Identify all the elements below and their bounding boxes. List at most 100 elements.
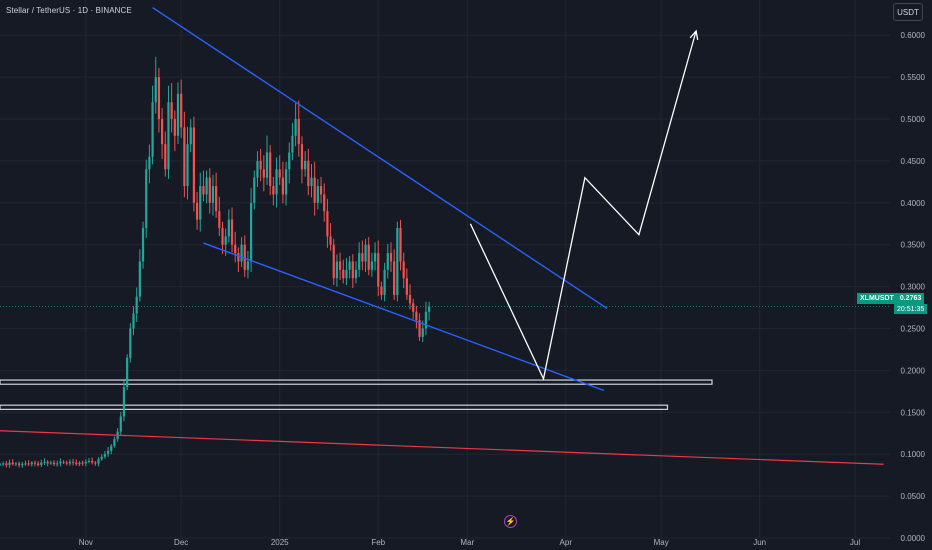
candle-body <box>221 227 224 245</box>
candle-body <box>0 464 2 466</box>
candle-body <box>97 459 100 464</box>
candle-body <box>2 463 5 465</box>
candle-body <box>211 186 215 203</box>
current-price-value: 0.2763 <box>899 295 922 302</box>
candle-body <box>329 236 332 245</box>
candle-body <box>205 177 208 195</box>
candle-body <box>81 462 84 464</box>
candle-body <box>418 320 421 337</box>
candle-body <box>227 219 230 237</box>
grid-lines <box>0 0 890 539</box>
candle-body <box>141 227 145 262</box>
candle-body <box>52 462 56 465</box>
y-tick-label: 0.0500 <box>901 492 926 501</box>
time-axis[interactable]: Nov Dec 2025 Feb Mar Apr May Jun Jul <box>79 538 861 547</box>
candle-body <box>345 269 348 279</box>
candle-body <box>195 202 199 220</box>
candle-body <box>145 169 148 228</box>
candle-body <box>30 462 33 465</box>
candle-body <box>332 244 335 279</box>
bar-countdown: 20:51:35 <box>894 304 928 314</box>
x-tick-label: Jun <box>753 538 766 547</box>
candle-body <box>208 177 211 203</box>
candle-body <box>243 244 246 270</box>
candle-body <box>278 169 281 178</box>
candle-body <box>167 102 170 170</box>
y-tick-label: 0.5000 <box>901 115 926 124</box>
x-tick-label: Nov <box>79 538 93 547</box>
candle-body <box>291 135 294 153</box>
candle-body <box>297 119 300 145</box>
candle-body <box>342 269 345 279</box>
candle-body <box>361 253 364 262</box>
candle-body <box>246 261 250 270</box>
candle-body <box>269 152 272 187</box>
candle-body <box>62 461 65 463</box>
long-term-support-line <box>0 430 884 465</box>
candle-body <box>240 244 243 262</box>
candle-body <box>218 211 221 228</box>
candle-body <box>59 461 62 464</box>
candle-body <box>17 463 21 466</box>
candle-body <box>348 261 351 270</box>
y-tick-label: 0.2500 <box>901 325 926 334</box>
x-tick-label: 2025 <box>271 538 289 547</box>
candle-body <box>37 463 40 466</box>
candle-body <box>335 261 339 279</box>
horizontal-zones <box>0 379 713 410</box>
x-tick-label: May <box>654 538 669 547</box>
candle-body <box>373 253 377 262</box>
candle-body <box>192 127 196 203</box>
candle-body <box>323 194 326 212</box>
candle-body <box>281 177 285 195</box>
candle-body <box>230 219 234 245</box>
candle-body <box>354 269 358 279</box>
candle-body <box>33 462 37 464</box>
candle-body <box>138 261 141 297</box>
candle-body <box>415 311 418 321</box>
candle-body <box>75 462 78 465</box>
candle-body <box>253 177 256 203</box>
candle-body <box>396 227 399 295</box>
candle-body <box>189 127 192 145</box>
candle-body <box>224 236 227 245</box>
y-tick-label: 0.3500 <box>901 241 926 250</box>
support-zone <box>0 404 669 410</box>
projection-arrowhead <box>689 29 699 41</box>
candle-body <box>386 253 389 270</box>
candle-body <box>154 77 157 103</box>
candle-body <box>265 152 269 178</box>
projection-path <box>469 30 697 381</box>
candle-body <box>113 439 116 446</box>
x-tick-label: Dec <box>174 538 188 547</box>
x-tick-label: Apr <box>560 538 573 547</box>
candle-body <box>160 119 164 145</box>
candle-body <box>164 144 167 170</box>
wedge-upper-trendline <box>152 6 608 309</box>
candle-body <box>132 313 135 329</box>
current-price-badge: XLMUSDT 0.2763 <box>857 293 925 304</box>
candle-body <box>173 119 176 136</box>
candle-body <box>237 253 240 262</box>
y-tick-label: 0.0000 <box>901 534 926 543</box>
candle-body <box>288 152 291 170</box>
candle-body <box>383 269 386 295</box>
candle-body <box>103 454 107 457</box>
y-tick-label: 0.3000 <box>901 283 926 292</box>
price-axis[interactable]: 0.6000 0.5500 0.5000 0.4500 0.4000 0.3500 0.30… <box>901 31 926 543</box>
candle-body <box>408 294 412 304</box>
candle-body <box>5 463 8 466</box>
y-tick-label: 0.1000 <box>901 450 926 459</box>
x-tick-label: Mar <box>460 538 474 547</box>
candle-body <box>56 463 59 465</box>
candle-body <box>94 462 97 464</box>
currency-button[interactable]: USDT <box>893 3 923 21</box>
candle-body <box>262 169 265 178</box>
candle-body <box>364 244 367 262</box>
candle-body <box>8 462 11 466</box>
lightning-icon[interactable]: ⚡ <box>504 515 517 528</box>
candle-body <box>393 261 396 295</box>
candle-body <box>313 177 316 203</box>
